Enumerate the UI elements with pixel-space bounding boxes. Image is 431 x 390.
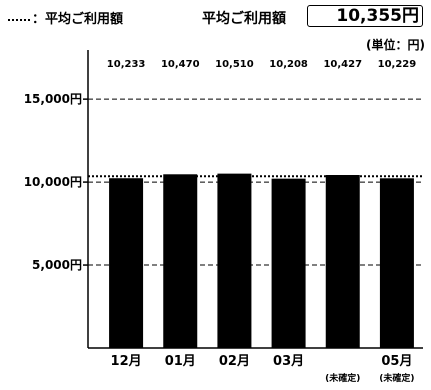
y-tick-label: 10,000円 [24,175,82,189]
x-tick-note: (未確定) [325,372,360,384]
value-label: 10,233 [107,59,146,70]
x-tick-label: 05月 [381,354,412,369]
bar [325,175,360,348]
value-label: 10,229 [378,59,417,70]
value-label: 10,208 [269,59,308,70]
legend-label: ：平均ご利用額 [32,12,124,27]
unit-label: (単位：円) [366,38,425,52]
value-label: 10,510 [215,59,254,70]
x-tick-label: 02月 [219,354,250,369]
chart-header: ：平均ご利用額 平均ご利用額 10,355円 (単位：円) [0,0,431,52]
x-tick-label: 01月 [165,354,196,369]
x-tick-label: 12月 [111,354,142,369]
bar [109,178,144,348]
average-label: 平均ご利用額 [202,11,286,27]
bar [163,174,198,348]
bar [379,178,414,348]
value-label: 10,427 [323,59,362,70]
bar [271,178,306,348]
bar [217,173,252,348]
x-tick-label: 03月 [273,354,304,369]
y-tick-label: 5,000円 [32,258,82,272]
value-label: 10,470 [161,59,200,70]
y-tick-label: 15,000円 [24,92,82,106]
legend: ：平均ご利用額 [8,8,123,27]
average-line-swatch [8,18,30,21]
average-value-box: 10,355円 [307,5,423,27]
x-tick-note: (未確定) [379,372,414,384]
